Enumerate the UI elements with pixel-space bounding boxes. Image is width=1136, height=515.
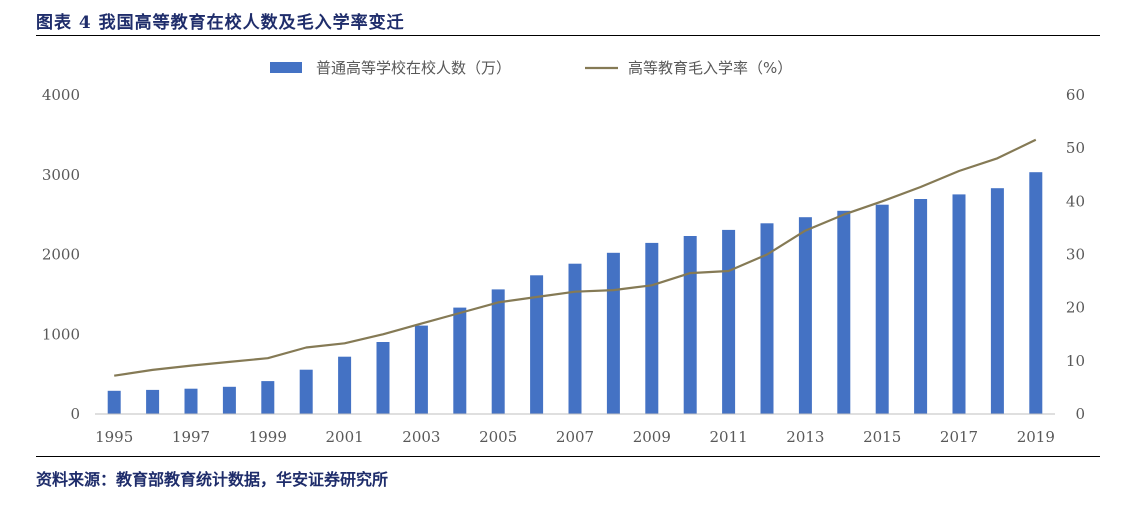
right-tick-label: 50 <box>1066 139 1085 157</box>
x-tick-label: 1997 <box>172 428 210 446</box>
legend-bar-label: 普通高等学校在校人数（万） <box>316 59 511 77</box>
right-tick-label: 40 <box>1066 192 1085 210</box>
bar <box>798 217 812 414</box>
left-tick-label: 4000 <box>42 86 80 104</box>
bar <box>222 386 236 414</box>
bar <box>1029 172 1043 414</box>
bar <box>606 252 620 414</box>
right-tick-label: 30 <box>1066 246 1085 264</box>
x-tick-label: 2013 <box>786 428 824 446</box>
x-axis: 1995 1997 1999 2001 2003 2005 2007 2009 2011 2013… <box>95 413 1055 446</box>
bar <box>722 229 736 414</box>
bar-series <box>107 172 1043 414</box>
bar <box>952 194 966 414</box>
top-divider <box>36 35 1100 36</box>
legend-bar-swatch <box>270 62 302 73</box>
bar <box>530 275 544 414</box>
x-tick-label: 2001 <box>326 428 364 446</box>
bar <box>376 342 390 414</box>
bar <box>875 204 889 414</box>
left-axis: 0 1000 2000 3000 4000 <box>42 86 80 423</box>
x-tick-label: 2017 <box>940 428 978 446</box>
line-path <box>114 138 1037 377</box>
bar <box>107 390 121 414</box>
bar <box>914 199 928 414</box>
right-tick-label: 10 <box>1066 352 1085 370</box>
bar <box>990 188 1004 414</box>
x-tick-label: 2007 <box>556 428 594 446</box>
x-tick-label: 2011 <box>710 428 748 446</box>
x-tick-label: 2003 <box>402 428 440 446</box>
legend-line-label: 高等教育毛入学率（%） <box>628 59 792 77</box>
left-tick-label: 0 <box>70 405 80 423</box>
figure-title: 图表 4 我国高等教育在校人数及毛入学率变迁 <box>36 13 405 33</box>
bar <box>568 263 582 414</box>
left-tick-label: 2000 <box>42 246 80 264</box>
right-tick-label: 0 <box>1075 405 1085 423</box>
x-tick-label: 1995 <box>95 428 133 446</box>
bar <box>760 223 774 414</box>
bar <box>645 242 659 414</box>
x-tick-label: 2005 <box>479 428 517 446</box>
x-tick-label: 2019 <box>1017 428 1055 446</box>
left-tick-label: 1000 <box>42 325 80 343</box>
bottom-divider <box>36 456 1100 457</box>
legend: 普通高等学校在校人数（万） 高等教育毛入学率（%） <box>270 59 792 77</box>
bar <box>146 389 160 414</box>
x-tick-label: 2009 <box>633 428 671 446</box>
bar <box>184 388 198 414</box>
bar <box>491 289 505 414</box>
bar <box>261 381 275 414</box>
left-tick-label: 3000 <box>42 166 80 184</box>
bar <box>453 307 467 414</box>
bar <box>299 369 313 414</box>
bar <box>683 236 697 414</box>
x-tick-label: 1999 <box>249 428 287 446</box>
right-tick-label: 60 <box>1066 86 1085 104</box>
source-note: 资料来源：教育部教育统计数据，华安证券研究所 <box>36 470 389 489</box>
bar <box>414 325 428 414</box>
bar <box>338 356 352 414</box>
right-axis: 0 10 20 30 40 50 60 <box>1066 86 1085 423</box>
right-tick-label: 20 <box>1066 299 1085 317</box>
bar <box>837 210 851 414</box>
line-series <box>114 138 1037 377</box>
x-tick-label: 2015 <box>863 428 901 446</box>
